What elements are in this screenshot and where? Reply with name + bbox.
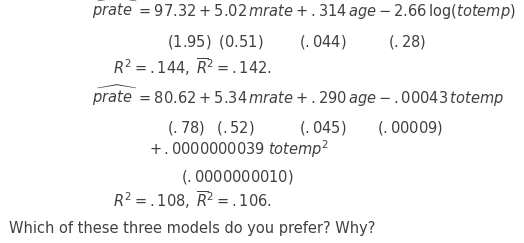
Text: $\widehat{prate}$: $\widehat{prate}$: [92, 0, 137, 21]
Text: $(1.95)\;\;(0.51)$: $(1.95)\;\;(0.51)$: [167, 33, 263, 51]
Text: $(.0000000010)$: $(.0000000010)$: [181, 168, 293, 186]
Text: $+\,.0000000039\;\mathit{totemp}^2$: $+\,.0000000039\;\mathit{totemp}^2$: [149, 139, 330, 160]
Text: $(.78)\;\;\;(.52)$: $(.78)\;\;\;(.52)$: [167, 119, 254, 137]
Text: $\widehat{prate}$: $\widehat{prate}$: [92, 83, 137, 108]
Text: $R^2 = .108,\;\overline{R}^2 = .106.$: $R^2 = .108,\;\overline{R}^2 = .106.$: [113, 190, 271, 211]
Text: $(.00009)$: $(.00009)$: [377, 119, 443, 137]
Text: $= 80.62 + 5.34\,\mathit{mrate} + .290\,\mathit{age} - .00043\,\mathit{totemp}$: $= 80.62 + 5.34\,\mathit{mrate} + .290\,…: [136, 89, 504, 108]
Text: $(.045)$: $(.045)$: [299, 119, 346, 137]
Text: $(.28)$: $(.28)$: [388, 33, 426, 51]
Text: Which of these three models do you prefer? Why?: Which of these three models do you prefe…: [9, 221, 376, 236]
Text: $= 97.32 + 5.02\,\mathit{mrate} + .314\,\mathit{age} - 2.66\,\log(\mathit{totemp: $= 97.32 + 5.02\,\mathit{mrate} + .314\,…: [136, 2, 516, 21]
Text: $(.044)$: $(.044)$: [299, 33, 346, 51]
Text: $R^2 = .144,\;\overline{R}^2 = .142.$: $R^2 = .144,\;\overline{R}^2 = .142.$: [113, 56, 271, 78]
